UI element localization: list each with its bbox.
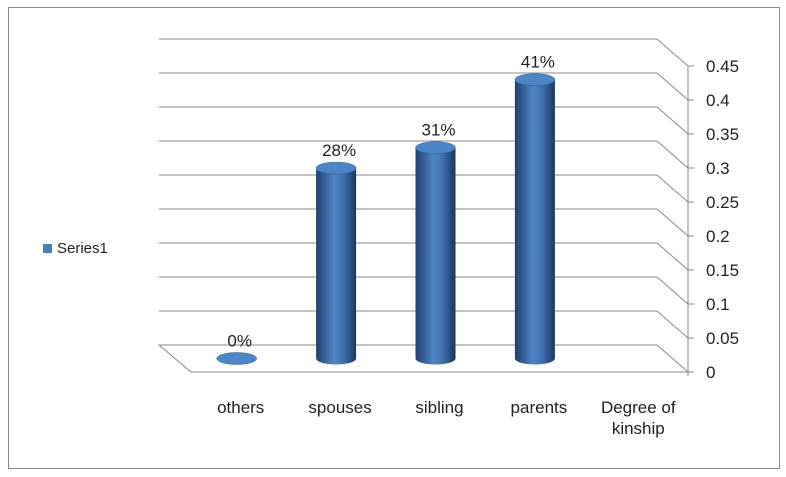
x-tick-label: sibling — [415, 398, 463, 417]
y-tick-label: 0.2 — [706, 227, 730, 246]
bar-top — [514, 73, 556, 86]
x-tick-label: spouses — [308, 398, 371, 417]
y-tick-label: 0.35 — [706, 125, 739, 144]
bar-top — [216, 352, 257, 365]
x-tick-label: others — [217, 398, 264, 417]
x-tick-label: parents — [511, 398, 568, 417]
data-label: 28% — [322, 141, 356, 160]
y-tick-label: 0.1 — [706, 295, 730, 314]
gridline-depth — [656, 242, 689, 271]
y-tick-label: 0.4 — [706, 91, 730, 110]
chart-plot: 0 0.05 0.1 0.15 0.2 0.25 0.3 0.35 0.4 0.45 others… — [157, 38, 739, 438]
bar-top — [415, 141, 456, 154]
legend-swatch — [43, 244, 52, 253]
legend: Series1 — [43, 240, 108, 257]
legend-label: Series1 — [57, 240, 108, 257]
bar-top — [315, 161, 357, 175]
y-tick-label: 0.05 — [706, 329, 739, 348]
gridline-depth — [656, 174, 689, 203]
gridline-depth — [656, 310, 689, 339]
bar-body — [316, 168, 357, 365]
gridline-depth — [656, 208, 689, 237]
x-tick-label: Degree of kinship — [601, 398, 676, 438]
data-label: 31% — [421, 121, 455, 140]
data-label: 0% — [227, 332, 252, 351]
y-tick-label: 0.3 — [706, 159, 730, 178]
y-tick-label: 0.25 — [706, 193, 739, 212]
gridline-depth — [656, 106, 689, 135]
bar-body — [415, 147, 456, 365]
chart-frame: 0 0.05 0.1 0.15 0.2 0.25 0.3 0.35 0.4 0.45 others… — [8, 7, 780, 469]
gridline-depth — [656, 276, 689, 305]
y-tick-label: 0 — [706, 363, 715, 382]
gridline-depth — [656, 140, 689, 169]
y-tick-label: 0.15 — [706, 261, 739, 280]
y-tick-label: 0.45 — [706, 57, 739, 76]
data-label: 41% — [521, 53, 555, 72]
bar-body — [514, 79, 555, 365]
gridline-depth — [656, 72, 689, 101]
gridline-depth — [656, 38, 689, 67]
